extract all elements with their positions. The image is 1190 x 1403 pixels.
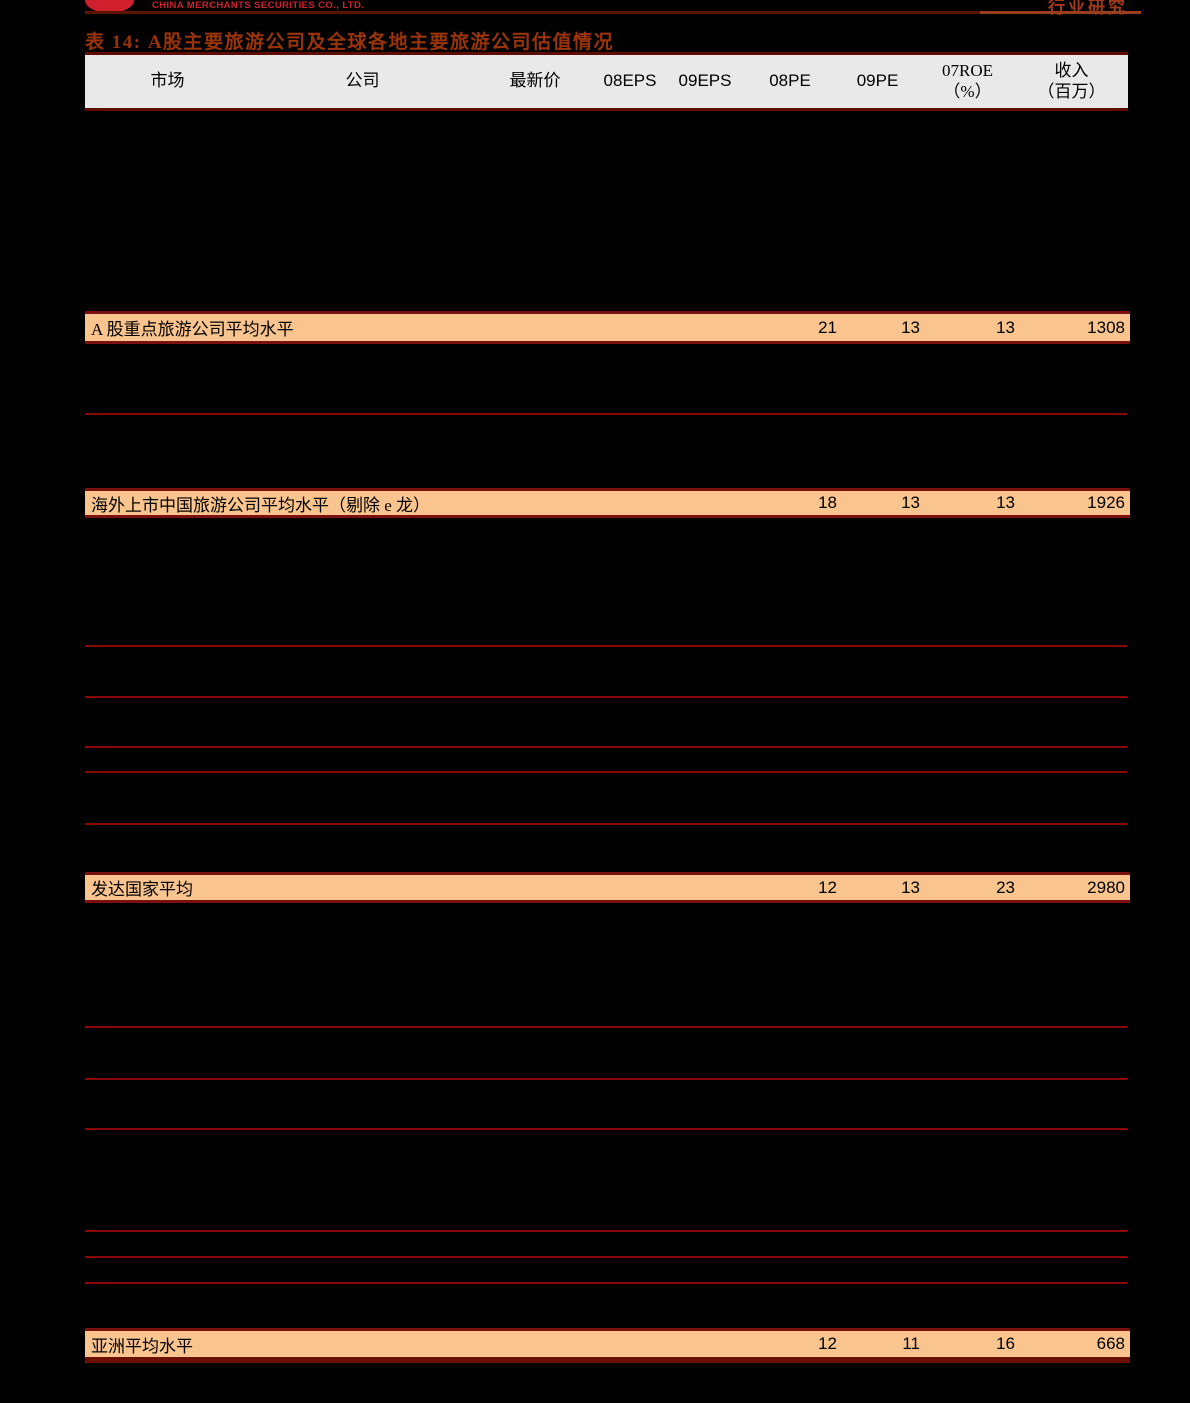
summary-row-label: A 股重点旅游公司平均水平 <box>91 320 294 339</box>
summary-row-08pe: 18 <box>818 493 837 512</box>
summary-row-label: 发达国家平均 <box>91 880 193 899</box>
summary-row-asia-average: 亚洲平均水平 12 11 16 668 <box>85 1328 1130 1363</box>
separator-line <box>85 1078 1127 1080</box>
separator-line <box>85 823 1127 825</box>
summary-row-overseas-china-average: 海外上市中国旅游公司平均水平（剔除 e 龙） 18 13 13 1926 <box>85 488 1130 518</box>
summary-row-07roe: 13 <box>996 493 1015 512</box>
separator-line <box>85 1256 1127 1258</box>
separator-line <box>85 696 1127 698</box>
summary-row-revenue: 668 <box>1096 1334 1125 1353</box>
separator-line <box>85 1128 1127 1130</box>
table-header-bottom-rule <box>85 108 1128 111</box>
summary-row-08pe: 12 <box>818 1334 837 1353</box>
summary-row-07roe: 23 <box>996 877 1015 897</box>
masthead-rule <box>85 11 1128 14</box>
summary-row-09pe: 13 <box>901 877 920 897</box>
separator-line <box>85 1230 1127 1232</box>
section-label-underline <box>980 11 1141 14</box>
summary-row-revenue: 1308 <box>1087 317 1125 337</box>
summary-row-07roe: 16 <box>996 1334 1015 1353</box>
summary-row-08pe: 12 <box>818 877 837 897</box>
cms-logo-icon <box>85 0 134 13</box>
col-header-company: 公司 <box>345 71 380 91</box>
separator-line <box>85 1026 1127 1028</box>
summary-row-label: 海外上市中国旅游公司平均水平（剔除 e 龙） <box>91 495 431 515</box>
brand-name: CHINA MERCHANTS SECURITIES CO., LTD. <box>152 0 365 11</box>
separator-line <box>85 645 1127 647</box>
separator-line <box>85 413 1127 415</box>
table-header-row: 市场 公司 最新价 08EPS 09EPS 08PE 09PE 07ROE （%… <box>85 55 1128 108</box>
summary-row-developed-countries-average: 发达国家平均 12 13 23 2980 <box>85 872 1130 903</box>
summary-row-09pe: 13 <box>901 317 920 337</box>
table-title: 表 14: A股主要旅游公司及全球各地主要旅游公司估值情况 <box>85 32 615 53</box>
summary-row-a-share-average: A 股重点旅游公司平均水平 21 13 13 1308 <box>85 311 1130 344</box>
col-header-latest-price: 最新价 <box>509 71 561 91</box>
summary-row-09pe: 13 <box>901 493 920 512</box>
summary-row-08pe: 21 <box>818 317 837 337</box>
table-top-rule <box>85 52 1128 55</box>
section-label: 行业研究 <box>1048 0 1128 17</box>
col-header-08pe: 08PE <box>769 71 811 91</box>
summary-row-label: 亚洲平均水平 <box>91 1336 193 1356</box>
col-header-08eps: 08EPS <box>603 71 657 91</box>
col-header-market: 市场 <box>150 71 185 91</box>
separator-line <box>85 771 1127 773</box>
col-header-revenue: 收入 （百万） <box>1037 61 1106 101</box>
summary-row-07roe: 13 <box>996 317 1015 337</box>
col-header-09pe: 09PE <box>856 71 899 91</box>
col-header-07roe: 07ROE （%） <box>942 61 993 101</box>
summary-row-09pe: 11 <box>902 1334 920 1353</box>
summary-row-revenue: 1926 <box>1087 493 1125 512</box>
separator-line <box>85 746 1127 748</box>
summary-row-revenue: 2980 <box>1087 877 1125 897</box>
separator-line <box>85 1282 1127 1284</box>
col-header-09eps: 09EPS <box>678 71 732 91</box>
